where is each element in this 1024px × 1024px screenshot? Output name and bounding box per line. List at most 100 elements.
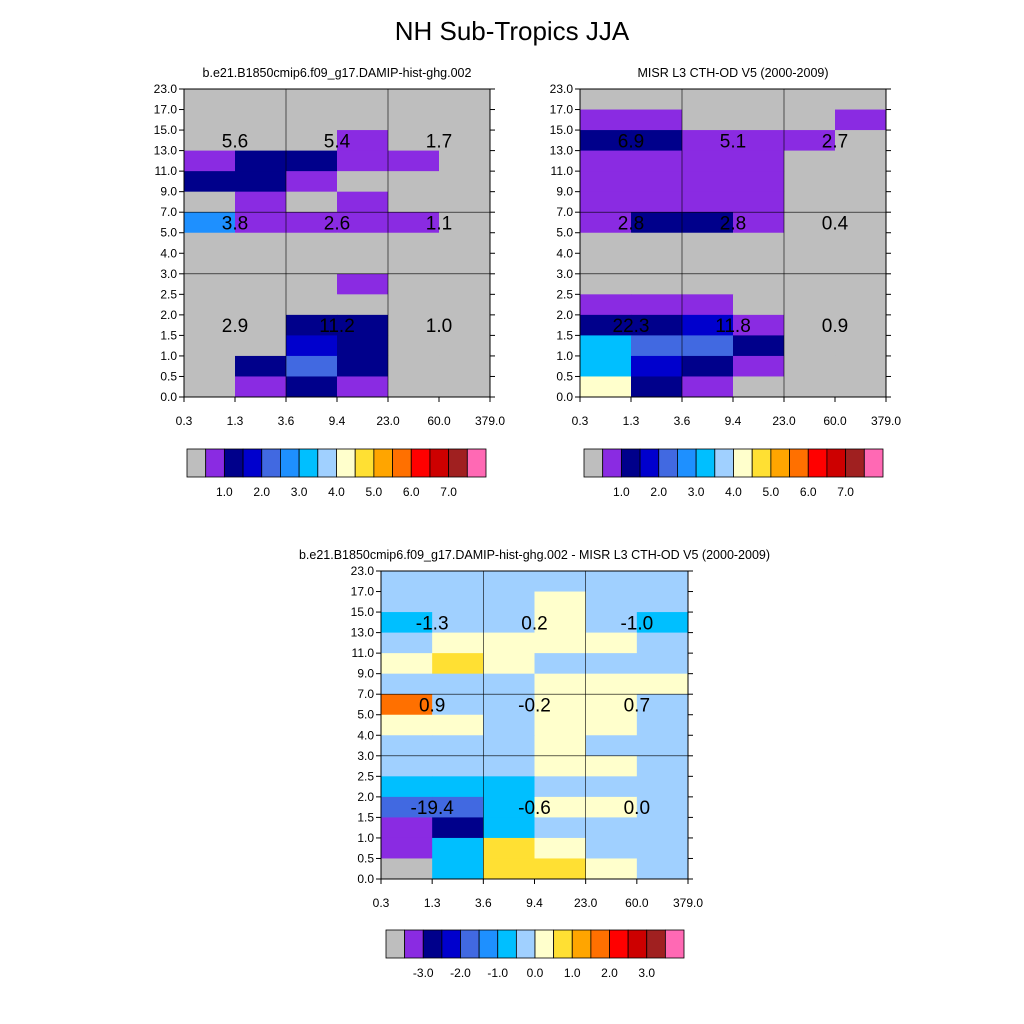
colorbar-swatch — [609, 929, 629, 959]
heatmap-cell — [286, 150, 338, 172]
colorbar-swatch — [317, 448, 337, 478]
x-tick-label: 379.0 — [673, 896, 703, 910]
colorbar-swatch — [448, 448, 468, 478]
heatmap-cell — [388, 314, 440, 336]
heatmap-cell — [534, 694, 587, 716]
colorbar-label: 3.0 — [291, 485, 308, 499]
y-tick-label: 9.0 — [357, 667, 374, 681]
data-label: 2.7 — [822, 131, 848, 152]
heatmap-cell — [388, 273, 440, 295]
heatmap-cell — [184, 314, 236, 336]
heatmap-cell — [835, 355, 887, 377]
colorbar-swatch — [223, 448, 244, 478]
colorbar-swatch — [422, 929, 443, 959]
heatmap-cell — [585, 714, 638, 736]
heatmap-cell — [483, 673, 535, 695]
colorbar-swatch — [733, 448, 753, 478]
heatmap-cell — [388, 335, 440, 357]
x-tick-label: 9.4 — [526, 896, 543, 910]
heatmap-cell — [733, 355, 785, 377]
heatmap-cell — [733, 253, 785, 275]
y-tick-label: 11.0 — [155, 164, 178, 178]
heatmap-cell — [784, 294, 836, 316]
heatmap-cell — [439, 294, 491, 316]
heatmap-cell — [381, 571, 433, 592]
data-label: 2.8 — [720, 213, 746, 234]
heatmap-cell — [235, 314, 287, 336]
heatmap-cell — [585, 858, 638, 880]
heatmap-cell — [835, 109, 887, 131]
colorbar-label: -1.0 — [487, 966, 508, 980]
heatmap-cell — [381, 776, 433, 798]
data-label: 5.1 — [720, 131, 746, 152]
y-tick-label: 2.5 — [357, 769, 374, 783]
heatmap-cell — [483, 817, 535, 839]
colorbar-swatch — [646, 929, 666, 959]
heatmap-cell — [235, 294, 287, 316]
colorbar-swatch — [664, 929, 685, 959]
heatmap-cell — [388, 232, 440, 254]
heatmap-cell — [286, 171, 338, 193]
heatmap-panel-2: MISR L3 CTH-OD V5 (2000-2009)0.00.51.01.… — [550, 66, 902, 499]
heatmap-cell — [580, 109, 632, 131]
x-tick-label: 3.6 — [278, 414, 295, 428]
heatmap-cell — [585, 673, 638, 695]
heatmap-cell — [682, 355, 734, 377]
heatmap-cell — [682, 376, 734, 398]
heatmap-cell — [835, 232, 887, 254]
heatmap-cell — [235, 355, 287, 377]
heatmap-cell — [631, 109, 683, 131]
heatmap-cell — [835, 314, 887, 336]
heatmap-cell — [534, 796, 587, 818]
heatmap-cell — [580, 376, 632, 398]
heatmap-cell — [439, 130, 491, 151]
x-tick-label: 23.0 — [772, 414, 796, 428]
x-tick-label: 3.6 — [674, 414, 691, 428]
data-label: -0.6 — [518, 798, 551, 819]
heatmap-cell — [337, 109, 389, 131]
colorbar-swatch — [242, 448, 263, 478]
heatmap-panel-1: b.e21.B1850cmip6.f09_g17.DAMIP-hist-ghg.… — [154, 66, 506, 499]
heatmap-cell — [580, 212, 632, 234]
colorbar-swatch — [404, 929, 424, 959]
heatmap-cell — [636, 653, 689, 675]
heatmap-cell — [580, 355, 632, 377]
x-tick-label: 379.0 — [871, 414, 901, 428]
y-tick-label: 0.0 — [357, 872, 374, 886]
heatmap-cell — [381, 755, 433, 777]
heatmap-cell — [483, 776, 535, 798]
heatmap-cell — [585, 776, 638, 798]
heatmap-cell — [439, 314, 491, 336]
heatmap-cell — [682, 253, 734, 275]
heatmap-cell — [631, 253, 683, 275]
heatmap-cell — [439, 89, 491, 110]
heatmap-cell — [631, 376, 683, 398]
heatmap-cell — [388, 171, 440, 193]
heatmap-cell — [580, 150, 632, 172]
heatmap-cell — [682, 109, 734, 131]
heatmap-cell — [585, 817, 638, 839]
heatmap-cell — [483, 755, 535, 777]
heatmap-cell — [286, 314, 338, 336]
y-tick-label: 5.0 — [357, 708, 374, 722]
heatmap-cell — [432, 817, 484, 839]
heatmap-cell — [682, 171, 734, 193]
heatmap-cell — [534, 714, 587, 736]
y-tick-label: 1.5 — [556, 328, 573, 342]
y-tick-label: 9.0 — [556, 185, 573, 199]
heatmap-cell — [337, 89, 389, 110]
heatmap-cell — [733, 376, 785, 398]
data-label: 1.0 — [426, 316, 452, 337]
heatmap-cell — [534, 837, 587, 859]
y-tick-label: 1.0 — [357, 831, 374, 845]
heatmap-cell — [534, 571, 587, 592]
colorbar-swatch — [695, 448, 716, 478]
heatmap-cell — [483, 735, 535, 757]
heatmap-cell — [388, 130, 440, 151]
heatmap-cell — [235, 273, 287, 295]
heatmap-cell — [432, 796, 484, 818]
colorbar-swatch — [298, 448, 319, 478]
panel-title: MISR L3 CTH-OD V5 (2000-2009) — [637, 66, 828, 80]
colorbar-swatch — [186, 448, 207, 478]
colorbar-swatch — [392, 448, 412, 478]
